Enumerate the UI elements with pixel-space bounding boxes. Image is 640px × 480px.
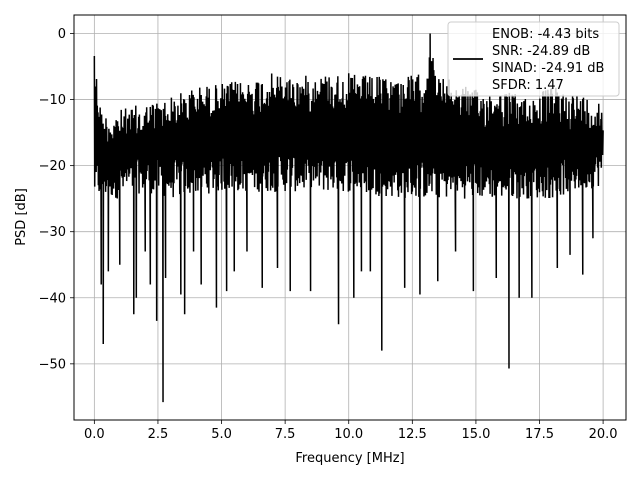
psd-series — [93, 33, 604, 403]
y-tick-label: −40 — [39, 291, 66, 306]
psd-line — [93, 33, 604, 403]
y-tick-label: −20 — [39, 159, 66, 174]
y-tick-label: 0 — [58, 27, 66, 42]
plot-frame — [73, 14, 627, 421]
legend-box — [447, 21, 620, 97]
y-tick-label: −50 — [39, 357, 66, 372]
legend: ENOB: -4.43 bits SNR: -24.89 dB SINAD: -… — [447, 21, 620, 97]
x-tick-label: 0.0 — [84, 427, 105, 442]
x-tick-label: 12.5 — [398, 427, 427, 442]
x-tick-label: 10.0 — [334, 427, 363, 442]
legend-enob: ENOB: -4.43 bits — [492, 27, 599, 42]
legend-sfdr: SFDR: 1.47 — [492, 78, 564, 93]
x-tick-label: 20.0 — [589, 427, 618, 442]
legend-snr: SNR: -24.89 dB — [492, 44, 590, 59]
x-tick-label: 17.5 — [525, 427, 554, 442]
x-tick-label: 15.0 — [461, 427, 490, 442]
x-tick-label: 2.5 — [148, 427, 169, 442]
axis-ticks: 0.0 2.5 5.0 7.5 10.0 12.5 15.0 17.5 20.0 0 −10 −20 −… — [39, 27, 618, 442]
x-tick-label: 7.5 — [275, 427, 296, 442]
legend-sinad: SINAD: -24.91 dB — [492, 61, 604, 76]
y-axis-label: PSD [dB] — [14, 188, 29, 246]
x-tick-label: 5.0 — [211, 427, 232, 442]
y-tick-label: −30 — [39, 225, 66, 240]
y-tick-label: −10 — [39, 93, 66, 108]
x-axis-label: Frequency [MHz] — [295, 451, 404, 466]
